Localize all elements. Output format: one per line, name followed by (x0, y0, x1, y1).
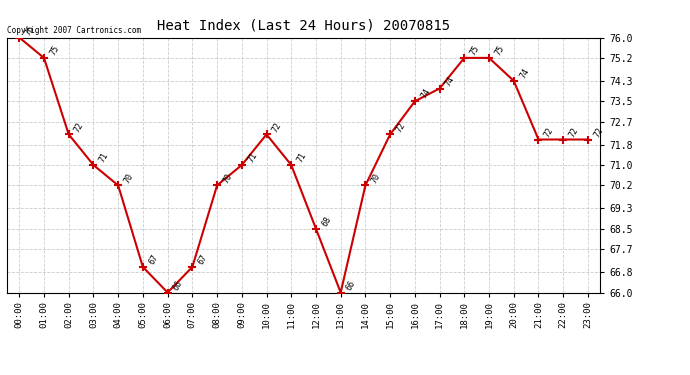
Text: 66: 66 (345, 279, 357, 292)
Text: 68: 68 (320, 215, 333, 228)
Text: 70: 70 (122, 171, 135, 184)
Text: 75: 75 (48, 44, 61, 57)
Text: 67: 67 (147, 253, 160, 266)
Text: 71: 71 (246, 151, 259, 164)
Text: 72: 72 (567, 126, 580, 139)
Text: 74: 74 (419, 87, 432, 100)
Text: 74: 74 (444, 75, 457, 88)
Text: Heat Index (Last 24 Hours) 20070815: Heat Index (Last 24 Hours) 20070815 (157, 19, 450, 33)
Text: 75: 75 (469, 44, 481, 57)
Text: 70: 70 (221, 171, 234, 184)
Text: 67: 67 (197, 253, 209, 266)
Text: 75: 75 (493, 44, 506, 57)
Text: Copyright 2007 Cartronics.com: Copyright 2007 Cartronics.com (7, 26, 141, 35)
Text: 76: 76 (23, 24, 36, 37)
Text: 70: 70 (370, 171, 382, 184)
Text: 72: 72 (73, 120, 86, 134)
Text: 71: 71 (295, 151, 308, 164)
Text: 72: 72 (592, 126, 605, 139)
Text: 72: 72 (542, 126, 555, 139)
Text: 74: 74 (518, 67, 531, 80)
Text: 66: 66 (172, 279, 184, 292)
Text: 72: 72 (394, 120, 407, 134)
Text: 72: 72 (270, 120, 284, 134)
Text: 71: 71 (97, 151, 110, 164)
